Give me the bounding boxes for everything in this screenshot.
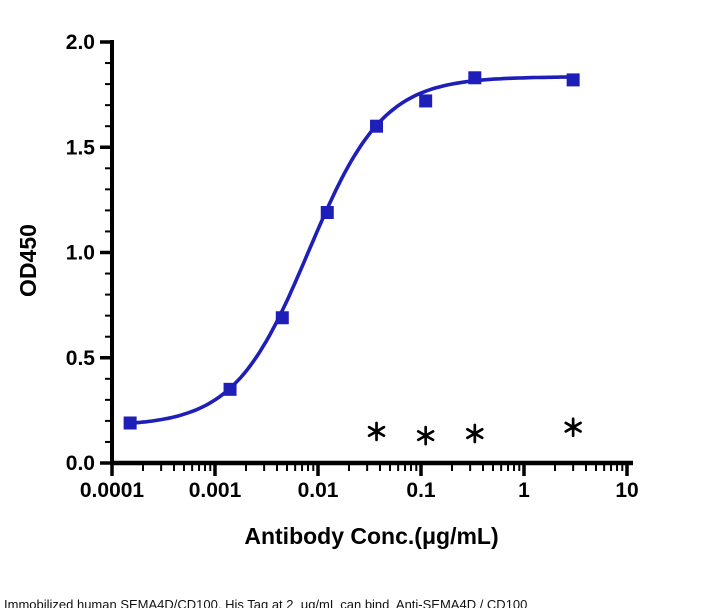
data-point-square <box>275 311 289 325</box>
y-tick-label: 1.0 <box>66 242 95 265</box>
x-tick-label: 0.0001 <box>80 479 145 502</box>
y-tick-label: 0.5 <box>66 347 96 370</box>
data-point-asterisk <box>564 421 582 433</box>
x-tick-label: 10 <box>615 479 638 502</box>
data-point-asterisk <box>367 425 386 438</box>
binding-curve-chart: 0.0 0.5 1.0 1.5 2.0 0.0001 0.001 0.01 0.1 1 10 Anti… <box>15 31 639 549</box>
data-point-square <box>123 416 137 430</box>
y-axis-title: OD450 <box>15 224 41 297</box>
data-point-asterisk <box>466 427 484 440</box>
data-point-square <box>468 71 482 85</box>
y-tick-label: 1.5 <box>66 136 96 159</box>
figure-caption: Immobilized human SEMA4D/CD100, His Tag … <box>4 557 710 608</box>
x-tick-label: 0.001 <box>189 479 242 502</box>
x-tick-label: 0.1 <box>406 479 436 502</box>
data-point-asterisk <box>416 430 435 442</box>
caption-line-1: Immobilized human SEMA4D/CD100, His Tag … <box>4 597 528 608</box>
y-tick-label: 2.0 <box>66 31 95 54</box>
data-point-square <box>370 119 384 133</box>
data-point-square <box>320 206 334 220</box>
x-tick-label: 1 <box>518 479 530 502</box>
data-point-square <box>419 94 433 108</box>
y-tick-label: 0.0 <box>66 452 95 475</box>
data-point-square <box>223 382 237 396</box>
x-axis-title: Antibody Conc.(μg/mL) <box>244 523 498 549</box>
x-tick-label: 0.01 <box>298 479 339 502</box>
fit-curve <box>129 75 574 426</box>
data-point-square <box>566 73 580 87</box>
